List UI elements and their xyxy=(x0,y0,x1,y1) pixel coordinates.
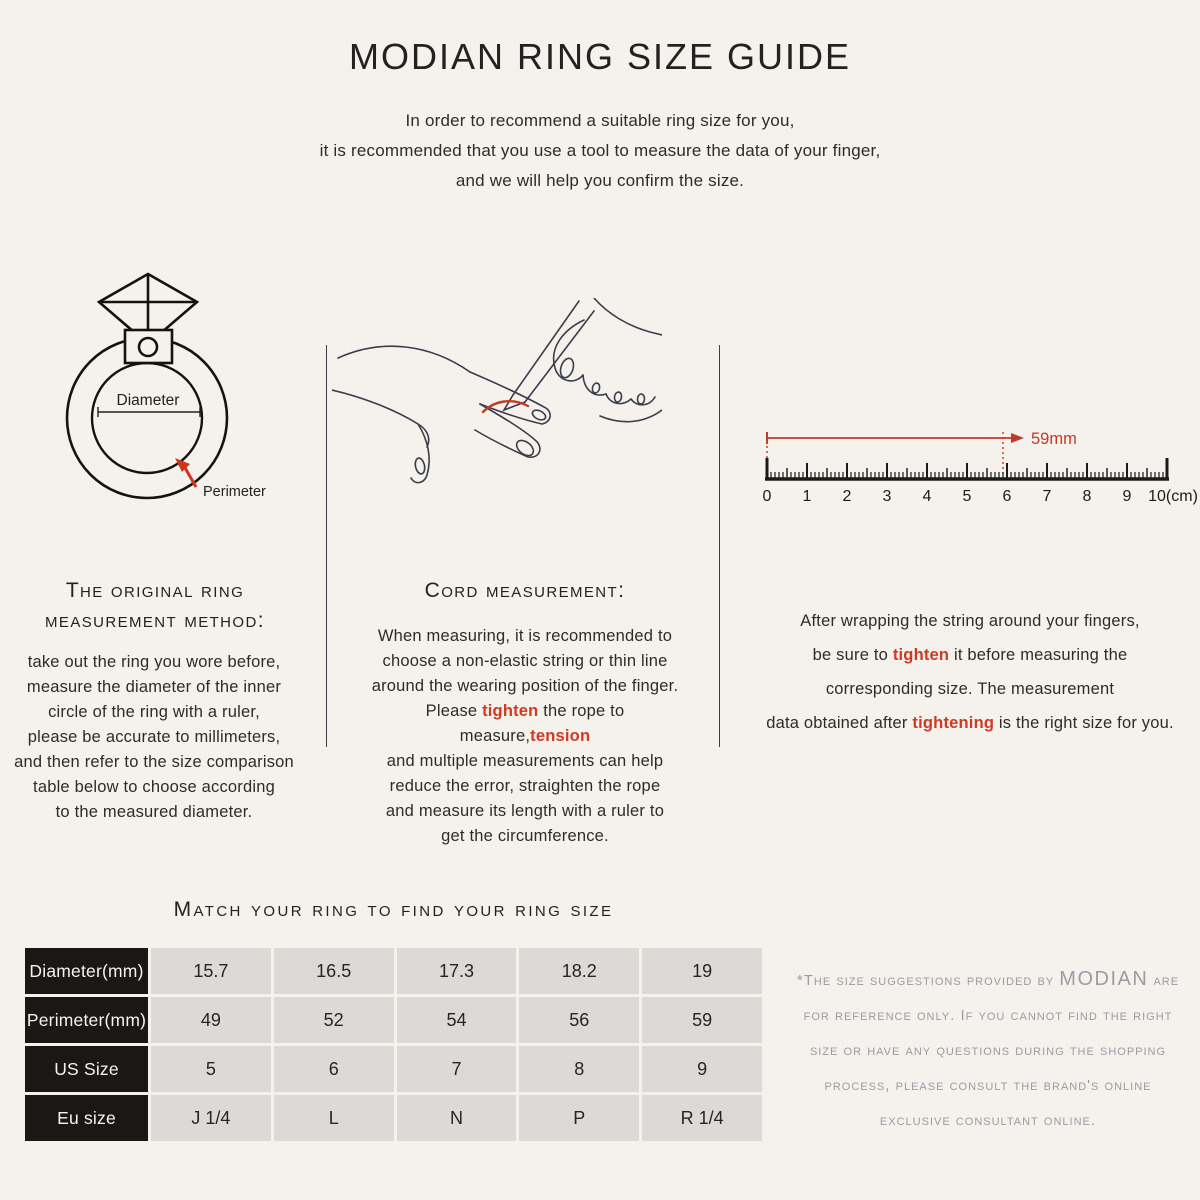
table-cell: 52 xyxy=(273,997,394,1043)
ruler-tick-label: 0 xyxy=(763,488,772,505)
text-line: and measure its length with a ruler to xyxy=(385,802,665,820)
text-line: to the measured diameter. xyxy=(55,803,253,821)
table-row-header: Eu size xyxy=(25,1095,148,1141)
table-cell: 16.5 xyxy=(273,948,394,994)
middle-section-body: When measuring, it is recommended to choo… xyxy=(362,624,688,849)
text-line: exclusive consultant online. xyxy=(879,1112,1097,1129)
text-line: measurement method: xyxy=(45,609,265,632)
text-line: please be accurate to millimeters, xyxy=(27,728,281,746)
intro-text: In order to recommend a suitable ring si… xyxy=(0,106,1200,196)
table-row-header: Diameter(mm) xyxy=(25,948,148,994)
ruler-tick-label: 10(cm) xyxy=(1148,488,1198,505)
divider-right xyxy=(719,345,720,747)
table-heading: Match your ring to find your ring size xyxy=(173,898,614,921)
text-line: and multiple measurements can help xyxy=(386,752,664,770)
hand-line-art xyxy=(332,298,662,484)
table-cell: 5 xyxy=(151,1046,271,1092)
text-line: choose a non-elastic string or thin line xyxy=(382,652,668,670)
table-cell: N xyxy=(396,1095,517,1141)
footnote-text: *The size suggestions provided by MODIAN… xyxy=(788,962,1188,1138)
divider-left xyxy=(326,345,327,747)
highlighted-word: tighten xyxy=(482,702,539,720)
text-line: circle of the ring with a ruler, xyxy=(48,703,260,721)
highlighted-word: tightening xyxy=(912,714,995,732)
ruler-tick-label: 2 xyxy=(843,488,852,505)
perimeter-label: Perimeter xyxy=(203,484,266,500)
table-cell: 7 xyxy=(396,1046,517,1092)
table-cell: 59 xyxy=(642,997,762,1043)
text-line: The original ring xyxy=(65,579,245,602)
middle-section-heading: Cord measurement: xyxy=(424,579,626,602)
table-cell: 15.7 xyxy=(151,948,271,994)
table-cell: J 1/4 xyxy=(151,1095,271,1141)
table-cell: 9 xyxy=(642,1046,762,1092)
text-line: Please tighten the rope to measure,tensi… xyxy=(425,702,625,745)
table-cell: 6 xyxy=(273,1046,394,1092)
ring-mount-hole xyxy=(137,336,159,358)
ruler-tick-label: 5 xyxy=(963,488,972,505)
table-cell: 17.3 xyxy=(396,948,517,994)
ruler-tick-label: 1 xyxy=(803,488,812,505)
highlighted-word: tighten xyxy=(892,646,950,664)
text-line: get the circumference. xyxy=(441,827,609,845)
measure-arrow-label: 59mm xyxy=(1031,430,1077,448)
ruler-tick-label: 6 xyxy=(1003,488,1012,505)
text-line: around the wearing position of the finge… xyxy=(371,677,679,695)
table-cell: 18.2 xyxy=(519,948,640,994)
ruler-tick-label: 8 xyxy=(1083,488,1092,505)
ruler-tick-label: 3 xyxy=(883,488,892,505)
text-line: for reference only. If you cannot find t… xyxy=(803,1007,1173,1024)
ruler-tick-label: 4 xyxy=(923,488,932,505)
text-line: After wrapping the string around your fi… xyxy=(800,612,1140,630)
text-line: In order to recommend a suitable ring si… xyxy=(405,111,795,130)
ruler-diagram: 59mm 0 1 2 3 4 5 6 7 8 9 10(cm) xyxy=(763,430,1198,505)
text-line: measure the diameter of the inner xyxy=(26,678,282,696)
table-cell: 54 xyxy=(396,997,517,1043)
table-cell: 56 xyxy=(519,997,640,1043)
text-line: and we will help you confirm the size. xyxy=(455,171,745,190)
string-mark xyxy=(481,400,530,414)
brand-name: MODIAN xyxy=(1059,968,1149,990)
text-line: corresponding size. The measurement xyxy=(825,680,1115,698)
text-line: and then refer to the size comparison xyxy=(14,753,294,771)
table-cell: 19 xyxy=(642,948,762,994)
text-line: data obtained after tightening is the ri… xyxy=(766,714,1174,732)
left-section-body: take out the ring you wore before, measur… xyxy=(8,650,300,825)
text-line: size or have any questions during the sh… xyxy=(809,1042,1167,1059)
hand-measurement-illustration xyxy=(332,298,662,484)
text-line: *The size suggestions provided by MODIAN… xyxy=(796,968,1180,990)
text-line: process, please consult the brand's onli… xyxy=(824,1077,1152,1094)
diameter-label: Diameter xyxy=(117,392,180,409)
table-row-header: US Size xyxy=(25,1046,148,1092)
ring-diagram: Diameter Perimeter xyxy=(65,272,266,500)
table-cell: R 1/4 xyxy=(642,1095,762,1141)
left-section-heading: The original ring measurement method: xyxy=(30,576,280,636)
text-line: reduce the error, straighten the rope xyxy=(389,777,661,795)
ruler-ticks xyxy=(765,458,1169,479)
highlighted-word: tension xyxy=(530,727,591,745)
diameter-measure xyxy=(97,407,201,417)
table-row-header: Perimeter(mm) xyxy=(25,997,148,1043)
page-title: MODIAN RING SIZE GUIDE xyxy=(348,36,852,77)
text-line: When measuring, it is recommended to xyxy=(377,627,673,645)
ring-size-table: Diameter(mm) 15.7 16.5 17.3 18.2 19 Perimeter(… xyxy=(25,948,762,1141)
ruler-tick-label: 9 xyxy=(1123,488,1132,505)
table-cell: P xyxy=(519,1095,640,1141)
ruler-tick-labels: 0 1 2 3 4 5 6 7 8 9 10(cm) xyxy=(763,488,1198,505)
text-line: take out the ring you wore before, xyxy=(27,653,281,671)
ring-mount xyxy=(123,328,174,365)
right-section-body: After wrapping the string around your fi… xyxy=(762,604,1178,740)
measure-arrow xyxy=(766,432,1024,476)
ring-inner-circle xyxy=(90,361,204,475)
text-line: be sure to tighten it before measuring t… xyxy=(812,646,1128,664)
table-cell: 49 xyxy=(151,997,271,1043)
ruler-tick-label: 7 xyxy=(1043,488,1052,505)
perimeter-arrow xyxy=(175,458,198,488)
text-line: it is recommended that you use a tool to… xyxy=(319,141,881,160)
table-cell: L xyxy=(273,1095,394,1141)
text-line: table below to choose according xyxy=(33,778,275,796)
table-cell: 8 xyxy=(519,1046,640,1092)
